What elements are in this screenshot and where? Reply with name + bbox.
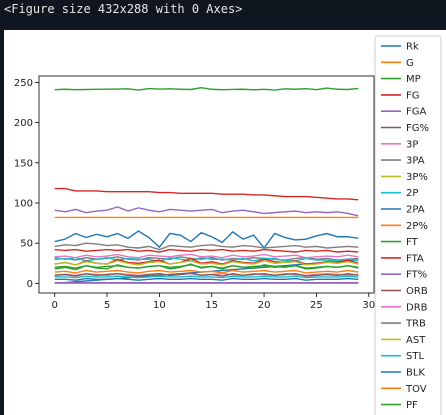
legend-label: STL <box>406 351 424 362</box>
legend-label: Rk <box>406 42 419 53</box>
legend-label: 3PA <box>406 156 425 167</box>
x-tick-label: 20 <box>258 300 271 311</box>
y-axis: 0 50 100 150 200 250 <box>14 78 39 290</box>
legend-label: FG% <box>406 123 429 134</box>
legend-label: 3P% <box>406 172 428 183</box>
series-line-2pa-10 <box>54 230 359 250</box>
x-tick-label: 5 <box>104 300 110 311</box>
series-line-drb-16 <box>54 253 359 259</box>
legend-label: FT <box>406 237 419 248</box>
series-line-tov-21 <box>54 269 359 274</box>
legend-label: TRB <box>405 319 426 330</box>
legend-label: ORB <box>406 286 428 297</box>
y-tick-label: 0 <box>27 279 33 290</box>
x-tick-label: 25 <box>310 300 323 311</box>
series-lines <box>54 86 359 285</box>
x-tick-label: 15 <box>205 300 218 311</box>
legend-label: FT% <box>406 270 427 281</box>
series-line-2p-9 <box>54 256 359 263</box>
output-header: <Figure size 432x288 with 0 Axes> <box>0 0 446 22</box>
x-axis: 0 5 10 15 20 25 30 <box>52 293 375 311</box>
series-line-pf-22 <box>54 264 359 269</box>
legend-label: G <box>406 58 414 69</box>
y-tick-label: 150 <box>14 158 33 169</box>
axes-frame <box>38 75 375 294</box>
legend-label: 2P <box>406 188 418 199</box>
legend-box <box>374 35 442 415</box>
series-line-blk-20 <box>54 277 359 281</box>
legend-label: AST <box>406 335 426 346</box>
y-tick-label: 50 <box>20 239 33 250</box>
series-line-trb-17 <box>54 242 359 251</box>
x-tick-label: 0 <box>52 300 58 311</box>
legend-label: PF <box>406 400 418 411</box>
series-line-pts-23 <box>54 187 359 201</box>
series-line-orb-15 <box>54 272 359 277</box>
legend-label: DRB <box>406 302 428 313</box>
legend-label: TOV <box>405 384 427 395</box>
x-tick-label: 10 <box>153 300 166 311</box>
legend-label: BLK <box>406 368 425 379</box>
y-tick-label: 250 <box>14 78 33 89</box>
legend-label: 2P% <box>406 221 428 232</box>
legend-label: FTA <box>406 253 424 264</box>
y-tick-label: 100 <box>14 198 33 209</box>
legend-label: 2PA <box>406 205 425 216</box>
x-tick-label: 30 <box>362 300 375 311</box>
legend-label: FG <box>406 90 420 101</box>
series-line-stl-19 <box>54 275 359 279</box>
figure-area <box>4 30 446 415</box>
series-line-fga-4 <box>54 206 359 217</box>
legend: Rk G MP FG FGA FG% 3P 3PA 3P% 2P 2PA 2P% FT FTA FT% ORB… <box>374 35 442 415</box>
series-line-ast-18 <box>54 260 359 266</box>
series-line-fg-3 <box>54 248 359 253</box>
legend-label: MP <box>406 74 421 85</box>
legend-label: FGA <box>406 107 427 118</box>
legend-label: 3P <box>406 139 418 150</box>
series-line-mp-2 <box>54 86 359 91</box>
y-tick-label: 200 <box>14 118 33 129</box>
